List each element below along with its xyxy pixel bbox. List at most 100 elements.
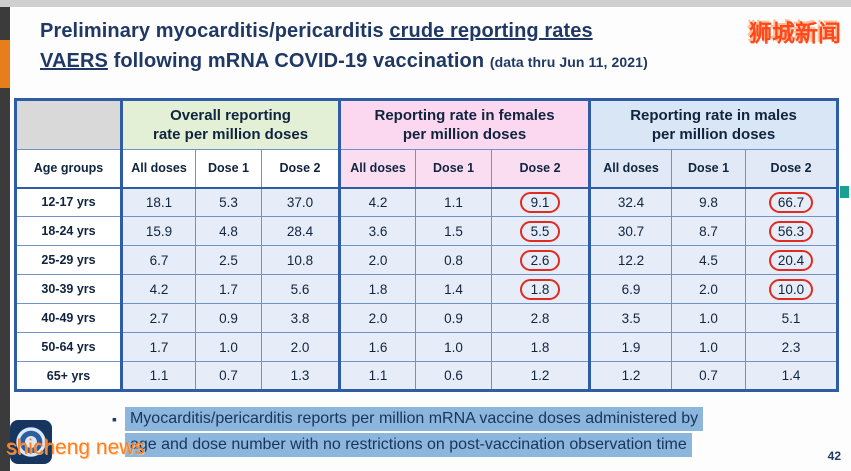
female-dose2-value: 1.2 — [491, 361, 591, 391]
female-all-doses-value: 3.6 — [338, 216, 417, 246]
male-dose1-header: Dose 1 — [671, 149, 747, 189]
female-dose2-value: 2.6 — [491, 245, 591, 275]
female-all-doses-value: 1.6 — [338, 332, 417, 362]
group-header-males: Reporting rate in males per million dose… — [588, 99, 839, 150]
page-number: 42 — [827, 449, 841, 463]
male-dose2-value: 10.0 — [745, 274, 839, 304]
female-dose2-value: 1.8 — [491, 274, 591, 304]
corner-cell — [15, 99, 122, 150]
overall-dose1-value: 5.3 — [195, 187, 262, 217]
sub-header-row: Age groups All doses Dose 1 Dose 2 All d… — [15, 149, 839, 189]
age-group-cell: 40-49 yrs — [15, 303, 122, 333]
overall-all-doses-value: 1.1 — [120, 361, 196, 391]
overall-dose1-value: 4.8 — [195, 216, 262, 246]
red-circle-highlight: 5.5 — [520, 220, 561, 242]
overall-dose1-value: 2.5 — [195, 245, 262, 275]
overall-dose1-value: 0.9 — [195, 303, 262, 333]
overall-all-doses-value: 1.7 — [120, 332, 196, 362]
rates-table: Overall reporting rate per million doses… — [14, 98, 840, 392]
female-dose1-value: 0.6 — [415, 361, 493, 391]
male-all-doses-value: 6.9 — [588, 274, 673, 304]
overall-all-doses-value: 4.2 — [120, 274, 196, 304]
female-dose2-value: 5.5 — [491, 216, 591, 246]
male-dose1-value: 2.0 — [671, 274, 747, 304]
cdc-logo-ring-icon — [16, 427, 46, 457]
red-circle-highlight: 2.6 — [520, 249, 561, 271]
top-strip — [0, 0, 851, 7]
overall-dose1-value: 1.7 — [195, 274, 262, 304]
female-dose1-value: 1.4 — [415, 274, 493, 304]
title-part4: following mRNA COVID-19 vaccination — [107, 50, 490, 72]
age-group-cell: 25-29 yrs — [15, 245, 122, 275]
overall-all-doses-value: 2.7 — [120, 303, 196, 333]
male-dose2-value: 66.7 — [745, 187, 839, 217]
table-body: 12-17 yrs 18.1 5.3 37.0 4.2 1.1 9.1 32.4 9.8 66.7… — [15, 187, 839, 391]
female-dose1-header: Dose 1 — [415, 149, 493, 189]
red-circle-highlight: 1.8 — [520, 278, 561, 300]
red-circle-highlight: 56.3 — [768, 220, 814, 242]
male-all-doses-value: 3.5 — [588, 303, 673, 333]
male-all-doses-header: All doses — [588, 149, 673, 189]
footnote-line-2: age and dose number with no restrictions… — [124, 433, 692, 457]
overall-dose1-header: Dose 1 — [195, 149, 262, 189]
male-dose1-value: 1.0 — [671, 303, 747, 333]
overall-dose2-value: 37.0 — [260, 187, 341, 217]
red-circle-highlight: 66.7 — [768, 191, 814, 213]
page-title: Preliminary myocarditis/pericarditis cru… — [40, 16, 810, 76]
female-all-doses-value: 1.1 — [338, 361, 417, 391]
footnote: ▪ Myocarditis/pericarditis reports per m… — [112, 407, 704, 457]
male-dose2-value: 1.4 — [745, 361, 839, 391]
watermark-top-right: 狮城新闻 — [749, 20, 841, 46]
female-dose1-value: 1.0 — [415, 332, 493, 362]
male-all-doses-value: 1.9 — [588, 332, 673, 362]
title-underlined-rates: crude reporting rates — [389, 20, 593, 42]
female-all-doses-value: 2.0 — [338, 245, 417, 275]
male-dose1-value: 0.7 — [671, 361, 747, 391]
left-sidebar-bar — [0, 7, 10, 471]
male-dose2-value: 20.4 — [745, 245, 839, 275]
group-header-row: Overall reporting rate per million doses… — [15, 99, 839, 150]
overall-dose2-value: 10.8 — [260, 245, 341, 275]
male-all-doses-value: 30.7 — [588, 216, 673, 246]
female-dose2-value: 1.8 — [491, 332, 591, 362]
age-group-cell: 65+ yrs — [15, 361, 122, 391]
overall-dose2-value: 3.8 — [260, 303, 341, 333]
female-all-doses-value: 1.8 — [338, 274, 417, 304]
male-all-doses-value: 1.2 — [588, 361, 673, 391]
overall-dose2-header: Dose 2 — [260, 149, 341, 189]
overall-dose2-value: 1.3 — [260, 361, 341, 391]
male-dose1-value: 1.0 — [671, 332, 747, 362]
table-row: 18-24 yrs 15.9 4.8 28.4 3.6 1.5 5.5 30.7 8.7 56.3 — [15, 216, 839, 246]
red-circle-highlight: 20.4 — [768, 249, 814, 271]
table-row: 65+ yrs 1.1 0.7 1.3 1.1 0.6 1.2 1.2 0.7 1.4 — [15, 361, 839, 391]
age-group-cell: 50-64 yrs — [15, 332, 122, 362]
overall-dose1-value: 0.7 — [195, 361, 262, 391]
age-group-cell: 30-39 yrs — [15, 274, 122, 304]
overall-dose2-value: 5.6 — [260, 274, 341, 304]
group-header-overall: Overall reporting rate per million doses — [119, 99, 341, 150]
overall-dose1-value: 1.0 — [195, 332, 262, 362]
female-dose1-value: 1.1 — [415, 187, 493, 217]
overall-dose2-value: 2.0 — [260, 332, 341, 362]
table-row: 12-17 yrs 18.1 5.3 37.0 4.2 1.1 9.1 32.4 9.8 66.7 — [15, 187, 839, 217]
overall-all-doses-header: All doses — [120, 149, 196, 189]
female-dose1-value: 0.9 — [415, 303, 493, 333]
female-all-doses-header: All doses — [338, 149, 417, 189]
female-all-doses-value: 2.0 — [338, 303, 417, 333]
table-row: 40-49 yrs 2.7 0.9 3.8 2.0 0.9 2.8 3.5 1.0 5.1 — [15, 303, 839, 333]
watermark-bottom-left: shicheng news — [6, 436, 145, 459]
age-group-cell: 18-24 yrs — [15, 216, 122, 246]
male-dose2-value: 56.3 — [745, 216, 839, 246]
title-part1: Preliminary myocarditis/pericarditis — [40, 20, 390, 42]
male-all-doses-value: 32.4 — [588, 187, 673, 217]
male-dose1-value: 8.7 — [671, 216, 747, 246]
title-date-note: (data thru Jun 11, 2021) — [489, 54, 648, 70]
red-circle-highlight: 9.1 — [520, 191, 561, 213]
overall-all-doses-value: 15.9 — [120, 216, 196, 246]
footnote-lines: Myocarditis/pericarditis reports per mil… — [124, 407, 704, 457]
table-row: 50-64 yrs 1.7 1.0 2.0 1.6 1.0 1.8 1.9 1.0 2.3 — [15, 332, 839, 362]
overall-all-doses-value: 18.1 — [120, 187, 196, 217]
male-dose2-value: 2.3 — [745, 332, 839, 362]
overall-all-doses-value: 6.7 — [120, 245, 196, 275]
